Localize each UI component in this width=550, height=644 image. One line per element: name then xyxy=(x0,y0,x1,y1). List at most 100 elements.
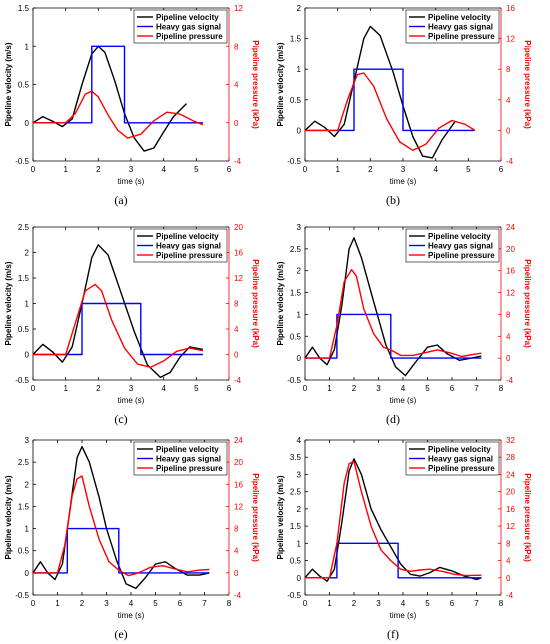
y2-axis-title: Pipeline pressure (kPa) xyxy=(251,40,260,129)
y-tick-label: 3 xyxy=(297,223,302,232)
y-tick-label: 0.5 xyxy=(290,332,302,341)
x-tick-label: 4 xyxy=(401,384,406,393)
y-tick-label: 0.5 xyxy=(290,96,302,105)
x-tick-label: 7 xyxy=(474,384,479,393)
series-line-heavy-gas-signal xyxy=(305,313,482,359)
x-tick-label: 1 xyxy=(63,165,68,174)
y-tick-label: -0.5 xyxy=(287,591,301,600)
series-line-heavy-gas-signal xyxy=(33,527,210,574)
y2-tick-label: 20 xyxy=(506,245,515,254)
x-tick-label: 1 xyxy=(327,599,332,608)
x-tick-label: 5 xyxy=(194,384,199,393)
y2-axis-title: Pipeline pressure (kPa) xyxy=(251,259,260,348)
y2-axis-title: Pipeline pressure (kPa) xyxy=(251,473,260,562)
y2-tick-label: 0 xyxy=(234,351,239,360)
y2-tick-label: 4 xyxy=(234,325,239,334)
x-tick-label: 3 xyxy=(376,599,381,608)
series-line-heavy-gas-signal xyxy=(305,68,475,132)
y2-tick-label: 4 xyxy=(506,332,511,341)
y-tick-label: 0 xyxy=(25,119,30,128)
series-line-pipeline-velocity xyxy=(32,244,204,379)
legend-label-pipeline-velocity: Pipeline velocity xyxy=(428,13,491,22)
y2-tick-label: 8 xyxy=(234,525,239,534)
legend-label-pipeline-velocity: Pipeline velocity xyxy=(428,445,491,454)
y2-tick-label: 8 xyxy=(506,310,511,319)
x-tick-label: 2 xyxy=(352,599,357,608)
legend-label-pipeline-velocity: Pipeline velocity xyxy=(156,232,219,241)
x-tick-label: 0 xyxy=(31,599,36,608)
legend-label-pipeline-pressure: Pipeline pressure xyxy=(156,251,223,260)
y2-axis-title: Pipeline pressure (kPa) xyxy=(523,259,532,348)
x-tick-label: 0 xyxy=(303,384,308,393)
y2-tick-label: 0 xyxy=(506,574,511,583)
y2-tick-label: 4 xyxy=(234,547,239,556)
x-tick-label: 4 xyxy=(401,599,406,608)
y-tick-label: 3 xyxy=(25,436,30,445)
legend-label-heavy-gas-signal: Heavy gas signal xyxy=(428,455,493,464)
x-tick-label: 1 xyxy=(335,165,340,174)
y-tick-label: 1 xyxy=(25,42,30,51)
legend-label-heavy-gas-signal: Heavy gas signal xyxy=(428,242,493,251)
y-tick-label: -0.5 xyxy=(15,376,29,385)
x-tick-label: 3 xyxy=(104,599,109,608)
y-tick-label: -0.5 xyxy=(287,157,301,166)
y-tick-label: 1 xyxy=(25,525,30,534)
y-tick-label: 4 xyxy=(297,436,302,445)
y2-tick-label: 32 xyxy=(506,436,515,445)
x-tick-label: 5 xyxy=(425,384,430,393)
x-tick-label: 1 xyxy=(63,384,68,393)
panel-caption: (f) xyxy=(387,627,399,641)
x-tick-label: 6 xyxy=(499,165,504,174)
y2-tick-label: 24 xyxy=(234,436,243,445)
y-axis-title: Pipeline velocity (m/s) xyxy=(4,42,13,126)
y2-tick-label: 4 xyxy=(506,96,511,105)
y2-tick-label: 16 xyxy=(234,480,243,489)
x-tick-label: 2 xyxy=(80,599,85,608)
legend-label-pipeline-pressure: Pipeline pressure xyxy=(156,464,223,473)
x-tick-label: 3 xyxy=(129,384,134,393)
y2-tick-label: 24 xyxy=(506,470,515,479)
chart-panel-5: 0 1 2 3 4 5 6 7 8-0.500.511.522.53-404812162024t… xyxy=(4,436,260,641)
x-tick-label: 3 xyxy=(401,165,406,174)
x-tick-label: 1 xyxy=(327,384,332,393)
x-tick-label: 8 xyxy=(499,599,504,608)
series-line-pipeline-pressure xyxy=(33,283,204,368)
y-tick-label: 1 xyxy=(297,539,302,548)
x-tick-label: 5 xyxy=(194,165,199,174)
y-tick-label: 1.5 xyxy=(18,274,30,283)
y2-tick-label: -4 xyxy=(506,376,514,385)
y-tick-label: 2 xyxy=(297,4,302,13)
x-tick-label: 5 xyxy=(425,599,430,608)
series-line-heavy-gas-signal xyxy=(305,542,482,579)
y-tick-label: 1.5 xyxy=(18,4,30,13)
panel-caption: (b) xyxy=(386,193,400,207)
x-tick-label: 3 xyxy=(376,384,381,393)
chart-panel-6: 0 1 2 3 4 5 6 7 8-0.500.511.522.533.54-404812162… xyxy=(276,436,532,641)
panel-caption: (a) xyxy=(114,193,127,207)
y-tick-label: 0.5 xyxy=(18,81,30,90)
y-tick-label: 0 xyxy=(25,351,30,360)
y-axis-title: Pipeline velocity (m/s) xyxy=(4,261,13,345)
x-tick-label: 3 xyxy=(129,165,134,174)
y-axis-title: Pipeline velocity (m/s) xyxy=(276,261,285,345)
y-tick-label: 1.5 xyxy=(290,522,302,531)
series-line-pipeline-velocity xyxy=(304,25,456,159)
x-tick-label: 2 xyxy=(96,165,101,174)
y2-tick-label: 28 xyxy=(506,453,515,462)
x-tick-label: 6 xyxy=(178,599,183,608)
x-tick-label: 6 xyxy=(227,384,232,393)
y-axis-title: Pipeline velocity (m/s) xyxy=(276,475,285,559)
x-tick-label: 0 xyxy=(303,165,308,174)
y-tick-label: -0.5 xyxy=(15,157,29,166)
y-tick-label: 1 xyxy=(297,65,302,74)
y-tick-label: 2.5 xyxy=(18,223,30,232)
legend-label-pipeline-velocity: Pipeline velocity xyxy=(156,13,219,22)
legend-label-pipeline-pressure: Pipeline pressure xyxy=(156,32,223,41)
series-line-pipeline-pressure xyxy=(305,460,482,579)
y-tick-label: 1.5 xyxy=(18,502,30,511)
